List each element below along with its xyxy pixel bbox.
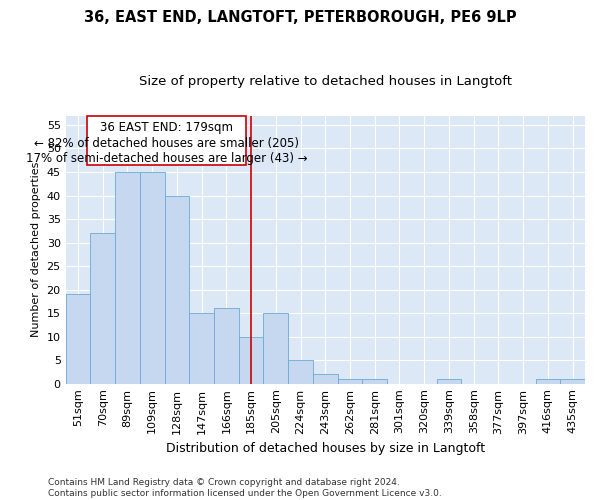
Bar [189, 313, 214, 384]
Bar [164, 196, 189, 384]
Bar [239, 336, 263, 384]
Bar [91, 233, 115, 384]
Text: Contains HM Land Registry data © Crown copyright and database right 2024.
Contai: Contains HM Land Registry data © Crown c… [48, 478, 442, 498]
Title: Size of property relative to detached houses in Langtoft: Size of property relative to detached ho… [139, 75, 512, 88]
Bar [338, 379, 362, 384]
Bar [560, 379, 585, 384]
Bar [313, 374, 338, 384]
Text: ← 82% of detached houses are smaller (205): ← 82% of detached houses are smaller (20… [34, 136, 299, 149]
Text: 17% of semi-detached houses are larger (43) →: 17% of semi-detached houses are larger (… [26, 152, 307, 165]
Bar [65, 294, 91, 384]
Bar [437, 379, 461, 384]
Text: 36 EAST END: 179sqm: 36 EAST END: 179sqm [100, 121, 233, 134]
Bar [536, 379, 560, 384]
X-axis label: Distribution of detached houses by size in Langtoft: Distribution of detached houses by size … [166, 442, 485, 455]
Bar [362, 379, 387, 384]
Bar [140, 172, 164, 384]
Bar [214, 308, 239, 384]
Bar [288, 360, 313, 384]
Bar [263, 313, 288, 384]
Y-axis label: Number of detached properties: Number of detached properties [31, 162, 41, 338]
Text: 36, EAST END, LANGTOFT, PETERBOROUGH, PE6 9LP: 36, EAST END, LANGTOFT, PETERBOROUGH, PE… [83, 10, 517, 25]
Bar [115, 172, 140, 384]
FancyBboxPatch shape [86, 116, 246, 165]
